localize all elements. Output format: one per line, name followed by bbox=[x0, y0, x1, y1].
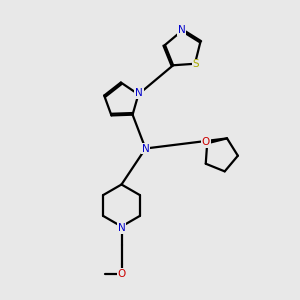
Text: N: N bbox=[118, 223, 125, 233]
Text: N: N bbox=[135, 88, 143, 98]
Text: O: O bbox=[202, 137, 210, 147]
Text: N: N bbox=[142, 143, 149, 154]
Text: N: N bbox=[178, 25, 186, 35]
Text: S: S bbox=[193, 59, 200, 69]
Text: O: O bbox=[117, 269, 126, 279]
